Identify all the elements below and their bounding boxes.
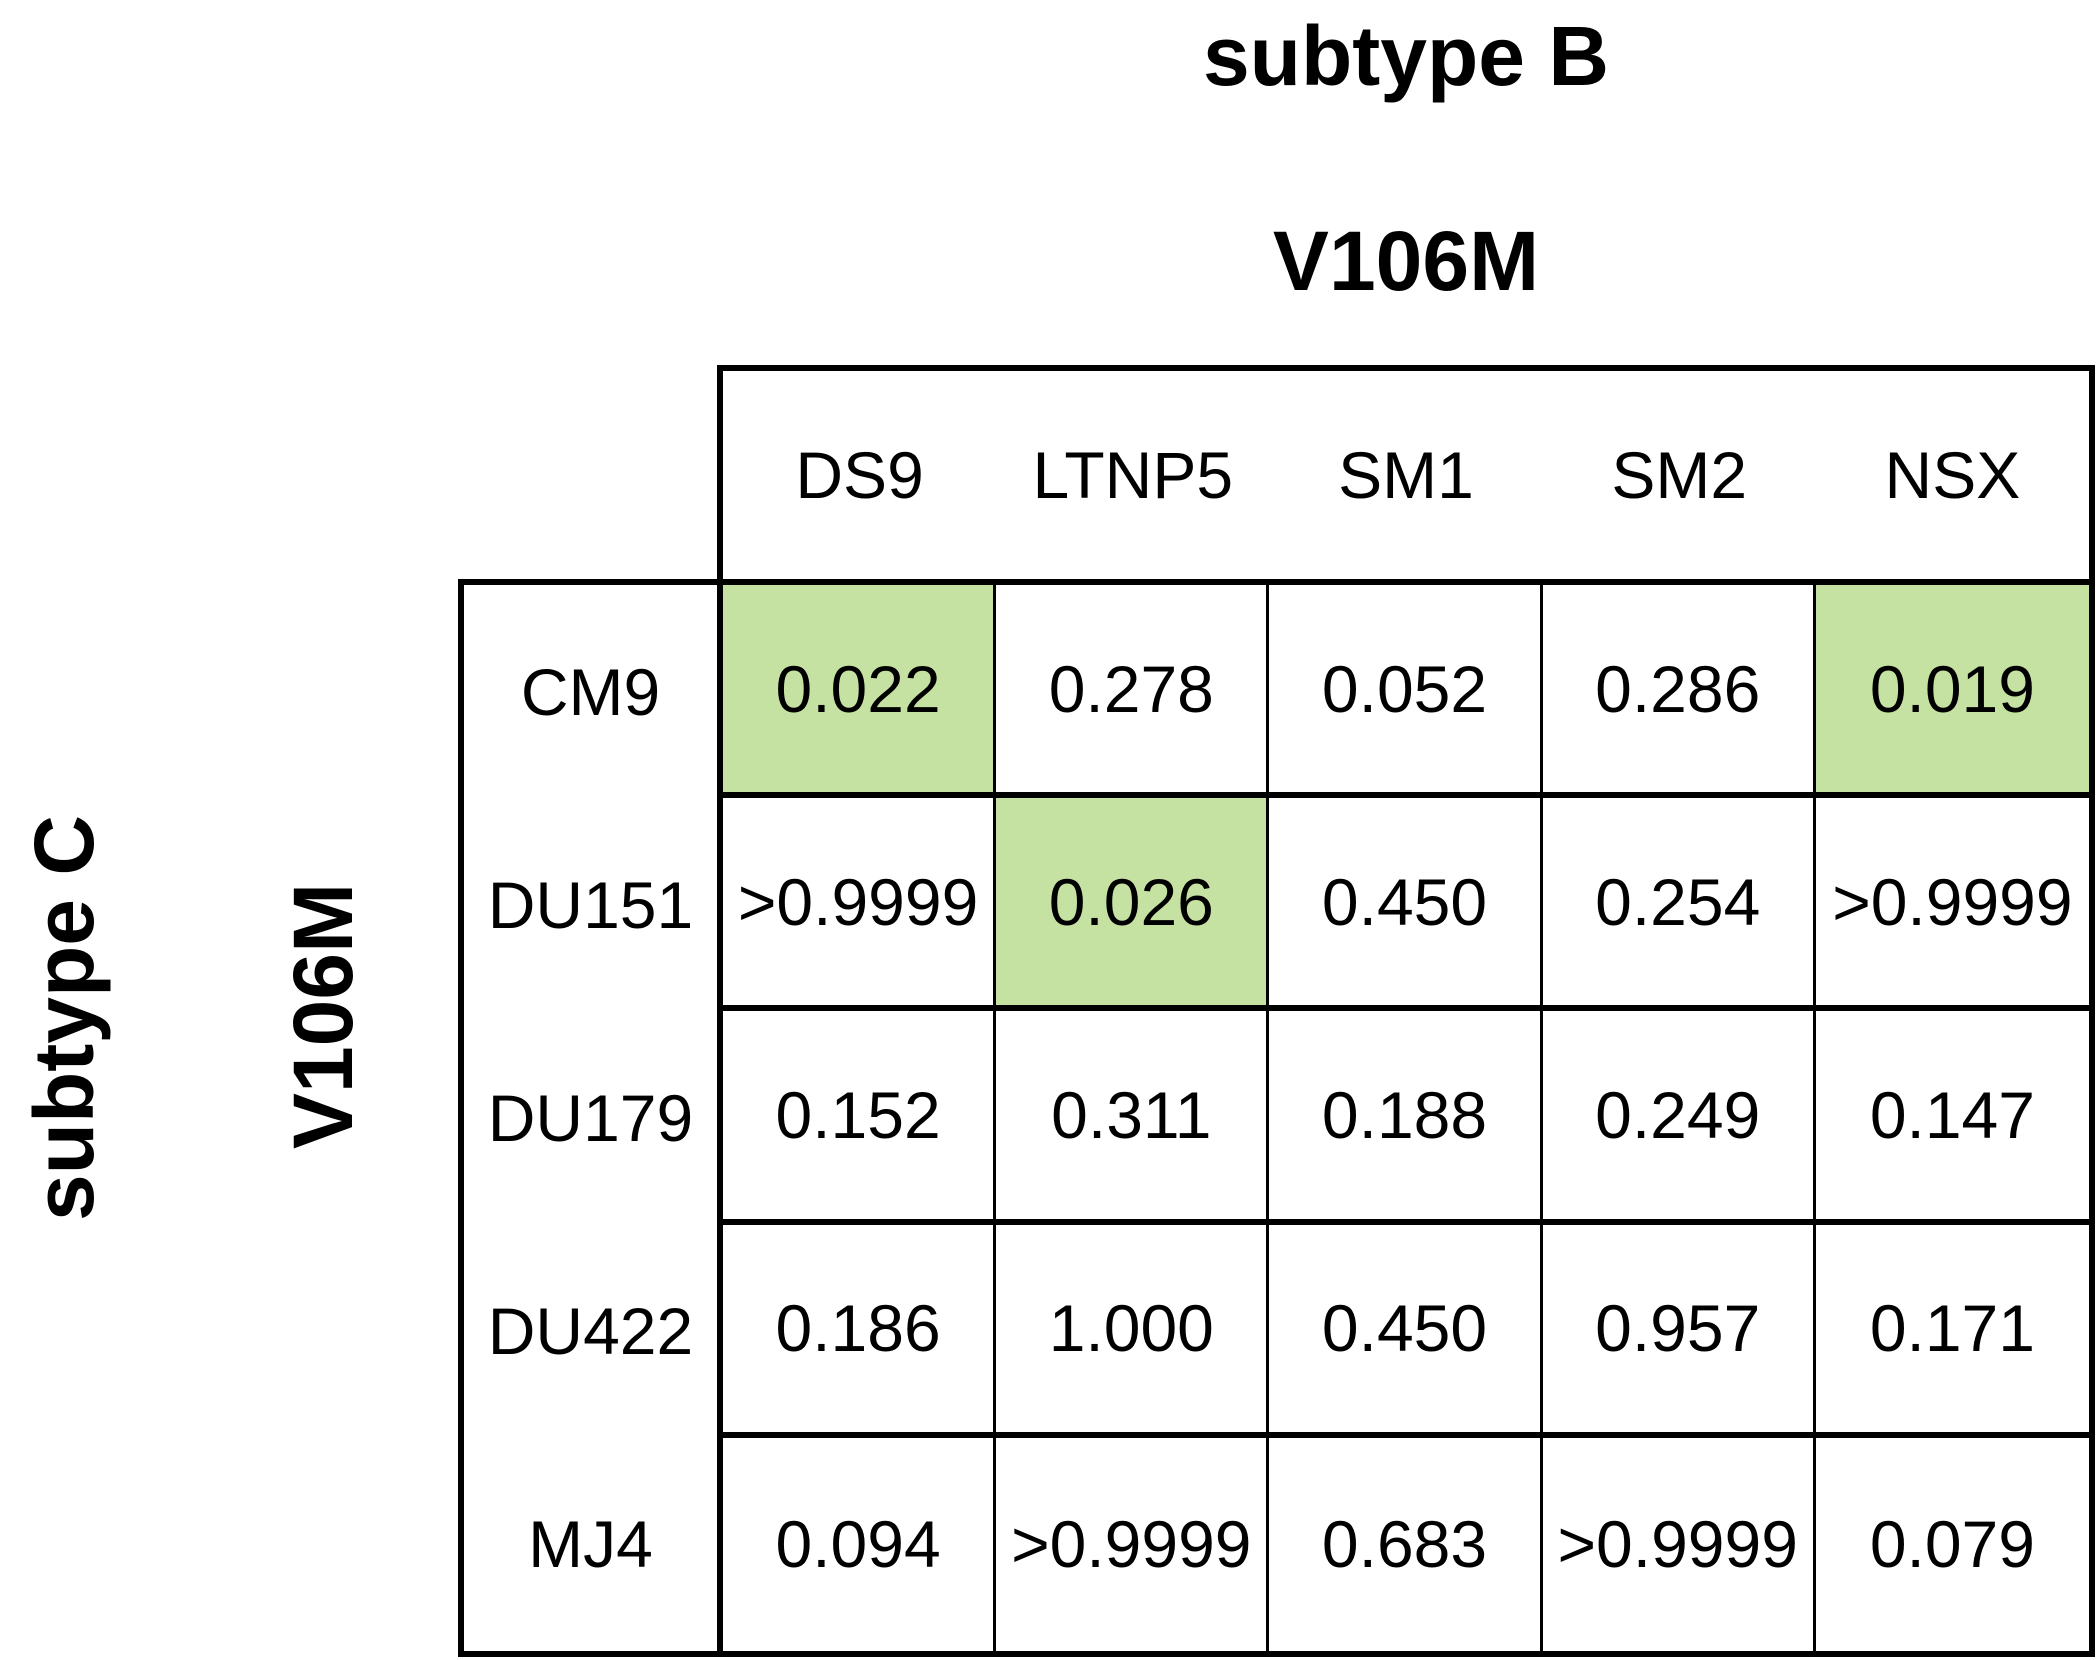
- row-label-cm9: CM9: [520, 654, 661, 729]
- pvalue-cell: 0.450: [1269, 1224, 1543, 1438]
- pvalue-cell: 0.188: [1269, 1011, 1543, 1225]
- pvalue-cell: 0.254: [1542, 798, 1816, 1012]
- pvalue-cell: 0.052: [1269, 585, 1543, 799]
- left-axis-mutation-label: V106M: [276, 882, 370, 1150]
- row-label-du422: DU422: [487, 1294, 694, 1369]
- pvalue-cell: >0.9999: [1815, 798, 2089, 1012]
- pvalue-cell: 0.957: [1542, 1224, 1816, 1438]
- pvalue-cell: 0.249: [1542, 1011, 1816, 1225]
- column-header-sm1: SM1: [1338, 438, 1474, 512]
- pvalue-cell: 0.026: [996, 798, 1270, 1012]
- pvalue-cell: 0.171: [1815, 1225, 2089, 1438]
- pvalue-cell: 0.152: [723, 1011, 997, 1225]
- column-header-box: DS9 LTNP5 SM1 SM2 NSX: [717, 365, 2095, 585]
- pvalue-cell: 0.278: [996, 585, 1270, 799]
- column-header-ltnp5: LTNP5: [1032, 438, 1234, 512]
- pvalue-cell: 0.147: [1815, 1011, 2089, 1225]
- column-header-sm2: SM2: [1611, 438, 1748, 512]
- top-axis-mutation-label: V106M: [1272, 214, 1540, 308]
- row-label-du179: DU179: [487, 1080, 694, 1155]
- row-label-du151: DU151: [487, 867, 694, 942]
- pvalue-cell: 0.079: [1869, 1507, 2035, 1582]
- column-header-nsx: NSX: [1884, 438, 2021, 512]
- top-axis-group-title: subtype B: [1202, 9, 1610, 103]
- pvalue-cell: 0.683: [1269, 1437, 1543, 1651]
- pvalue-cell: 0.311: [996, 1011, 1270, 1225]
- pvalue-grid: 0.022 0.278 0.052 0.286 0.019 >0.9999 0.…: [717, 579, 2095, 1657]
- pvalue-cell: 0.094: [723, 1437, 997, 1651]
- row-label-box: CM9 DU151 DU179 DU422 MJ4: [458, 579, 723, 1657]
- pvalue-cell: 0.286: [1542, 585, 1816, 799]
- pvalue-cell: 0.019: [1815, 585, 2089, 799]
- row-label-mj4: MJ4: [528, 1507, 653, 1582]
- pvalue-cell: >0.9999: [1543, 1437, 1816, 1651]
- pvalue-cell: 0.186: [723, 1224, 997, 1438]
- pvalue-cell: >0.9999: [996, 1437, 1270, 1651]
- pvalue-cell: 0.022: [723, 585, 997, 799]
- pvalue-cell: >0.9999: [723, 798, 997, 1012]
- pvalue-cell: 1.000: [996, 1224, 1270, 1438]
- column-header-ds9: DS9: [795, 438, 924, 512]
- pvalue-cell: 0.450: [1269, 798, 1543, 1012]
- left-axis-group-title: subtype C: [17, 814, 111, 1222]
